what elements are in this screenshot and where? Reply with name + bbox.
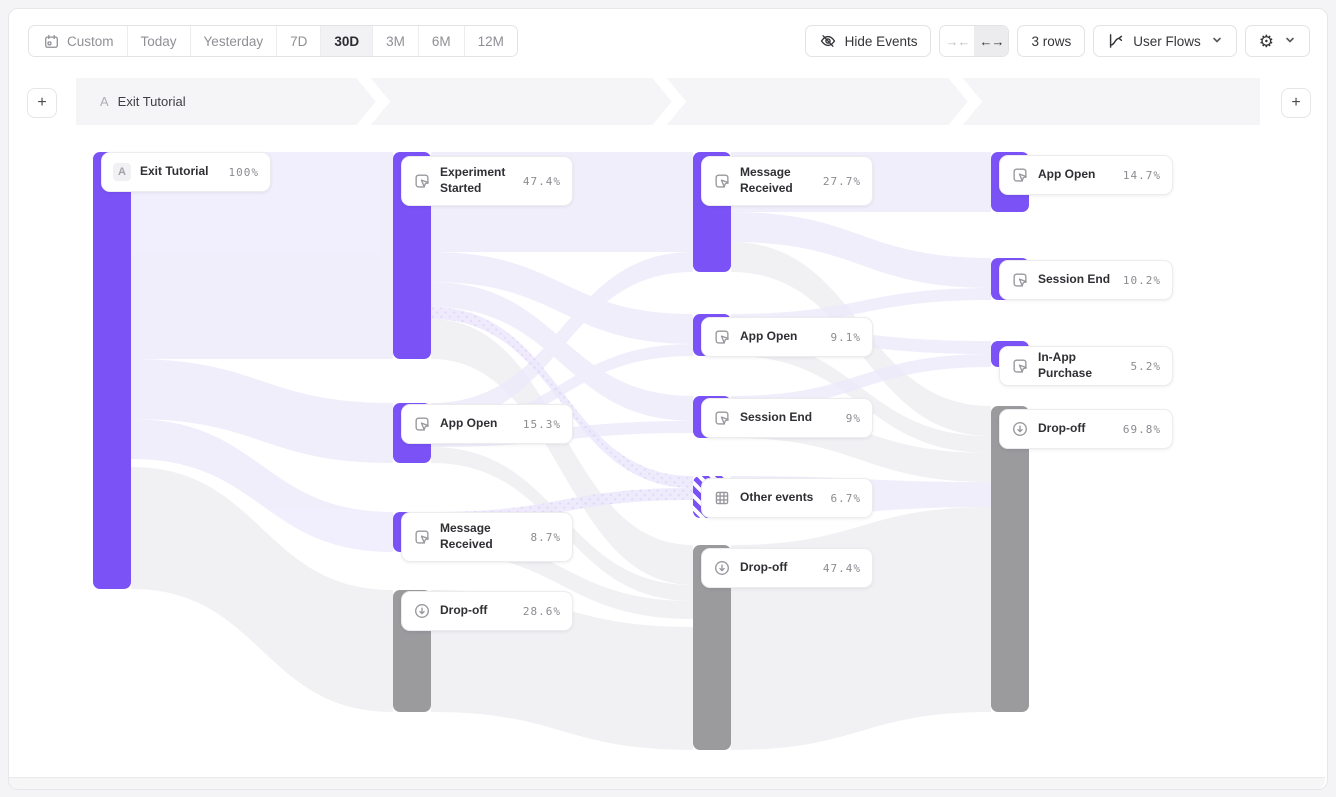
rows-button[interactable]: 3 rows [1017,25,1086,57]
node-label: Session End [1038,272,1111,287]
horizontal-scrollbar-track[interactable] [9,777,1325,789]
node-card-exit-tutorial[interactable]: A Exit Tutorial 100% [101,152,271,192]
view-selector[interactable]: User Flows [1093,25,1237,57]
node-label: Session End [740,410,813,425]
step-label[interactable]: A Exit Tutorial [100,78,186,125]
event-icon [1011,271,1029,289]
event-badge: A [113,163,131,181]
step-separator-chevron [653,78,687,125]
date-range-6m[interactable]: 6M [417,26,464,56]
node-card-dropoff[interactable]: Drop-off 28.6% [401,591,573,631]
node-card-app-open[interactable]: App Open 15.3% [401,404,573,444]
node-label: Exit Tutorial [140,164,209,179]
plus-icon: + [1291,94,1301,111]
date-range-12m[interactable]: 12M [463,26,517,56]
add-step-left-button[interactable]: + [27,88,57,118]
node-percentage: 10.2% [1122,273,1161,287]
node-card-dropoff[interactable]: Drop-off 69.8% [999,409,1173,449]
collapse-columns-icon[interactable]: →← [940,26,975,56]
calendar-icon [42,33,60,50]
hide-events-label: Hide Events [844,33,918,49]
node-percentage: 5.2% [1130,359,1161,373]
event-icon [713,328,731,346]
node-bar-exit-tutorial[interactable] [93,152,131,589]
rows-label: 3 rows [1031,33,1072,49]
step-separator-chevron [949,78,983,125]
node-card-in-app-purchase[interactable]: In-App Purchase 5.2% [999,346,1173,386]
node-percentage: 14.7% [1122,168,1161,182]
dropoff-icon [1011,420,1029,438]
node-percentage: 47.4% [822,561,861,575]
node-percentage: 47.4% [522,174,561,188]
node-label: Drop-off [440,603,488,618]
date-range-30d[interactable]: 30D [320,26,373,56]
node-percentage: 28.6% [522,604,561,618]
node-label: Experiment Started [440,165,506,195]
node-card-other-events[interactable]: Other events 6.7% [701,478,873,518]
column-width-toggle: →← ←→ [939,25,1010,57]
date-range-yesterday[interactable]: Yesterday [189,26,277,56]
node-card-message-received[interactable]: Message Received 8.7% [401,512,573,562]
node-percentage: 27.7% [822,174,861,188]
step-badge: A [100,94,109,109]
date-range-7d[interactable]: 7D [276,26,321,56]
expand-columns-icon[interactable]: ←→ [974,26,1009,56]
user-flows-icon [1107,32,1125,50]
node-percentage: 6.7% [830,491,861,505]
date-range-picker: Custom Today Yesterday 7D 30D 3M 6M 12M [28,25,518,57]
node-card-experiment-started[interactable]: Experiment Started 47.4% [401,156,573,206]
chevron-down-icon [1211,34,1223,49]
node-label: Message Received [440,521,493,551]
node-card-session-end[interactable]: Session End 10.2% [999,260,1173,300]
node-label: Message Received [740,165,793,195]
step-separator-chevron [357,78,391,125]
dropoff-icon [413,602,431,620]
node-percentage: 69.8% [1122,422,1161,436]
toolbar-right: Hide Events →← ←→ 3 rows User Flows ⚙ [804,25,1310,57]
event-icon [413,415,431,433]
chevron-down-icon [1284,34,1296,49]
event-icon [413,172,431,190]
plus-icon: + [37,94,47,111]
dropoff-icon [713,559,731,577]
date-range-3m[interactable]: 3M [372,26,418,56]
node-percentage: 9.1% [830,330,861,344]
node-card-dropoff[interactable]: Drop-off 47.4% [701,548,873,588]
node-label: App Open [440,416,498,431]
node-label: App Open [1038,167,1096,182]
gear-icon: ⚙ [1258,31,1274,51]
date-range-custom[interactable]: Custom [29,26,127,56]
view-label: User Flows [1133,33,1201,49]
step-header-band: A Exit Tutorial [76,78,1260,125]
node-label: App Open [740,329,798,344]
other-events-icon [713,489,731,507]
event-icon [713,409,731,427]
hide-events-button[interactable]: Hide Events [804,25,932,57]
node-card-session-end[interactable]: Session End 9% [701,398,873,438]
add-step-right-button[interactable]: + [1281,88,1311,118]
step-title: Exit Tutorial [117,94,186,109]
event-icon [413,528,431,546]
node-label: Drop-off [1038,421,1086,436]
settings-button[interactable]: ⚙ [1244,25,1310,57]
node-percentage: 100% [228,165,259,179]
node-percentage: 8.7% [530,530,561,544]
node-label: Drop-off [740,560,788,575]
eye-off-icon [819,32,837,50]
node-bar-dropoff-4[interactable] [991,406,1029,712]
event-icon [713,172,731,190]
date-range-today[interactable]: Today [126,26,190,56]
node-percentage: 9% [845,411,861,425]
event-icon [1011,357,1029,375]
node-percentage: 15.3% [522,417,561,431]
node-card-app-open[interactable]: App Open 14.7% [999,155,1173,195]
date-range-label: Custom [67,33,114,49]
node-card-app-open[interactable]: App Open 9.1% [701,317,873,357]
node-card-message-received[interactable]: Message Received 27.7% [701,156,873,206]
node-label: Other events [740,490,814,505]
event-icon [1011,166,1029,184]
node-label: In-App Purchase [1038,350,1093,380]
